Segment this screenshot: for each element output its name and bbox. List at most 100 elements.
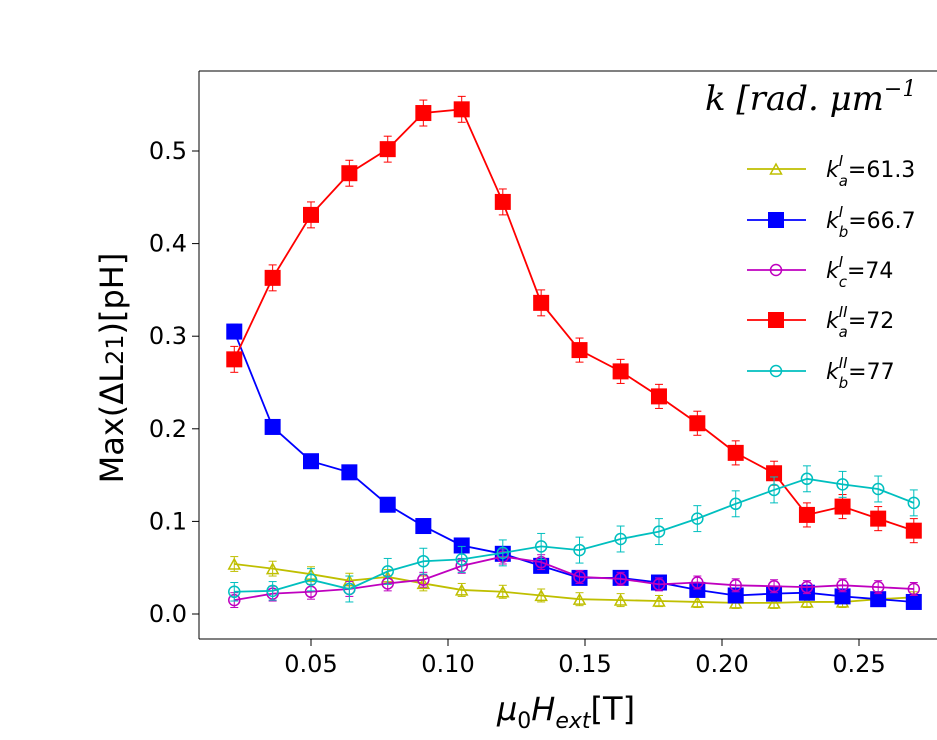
y-tick-label: 0.1 (149, 507, 187, 535)
data-point (266, 584, 279, 598)
data-point (907, 496, 921, 510)
data-point (834, 498, 851, 515)
data-point (264, 418, 281, 435)
y-tick-label: 0.5 (149, 137, 187, 165)
data-point (800, 580, 814, 594)
data-point (652, 525, 666, 538)
data-point (534, 588, 548, 602)
data-point (226, 351, 243, 368)
data-point (652, 578, 666, 591)
data-point (871, 482, 885, 496)
data-point (264, 269, 281, 286)
data-point (613, 593, 628, 606)
legend-entry-1: kI b=66.7 (747, 203, 916, 241)
data-point (453, 101, 470, 118)
data-point (571, 342, 588, 359)
legend-label: kII b=77 (826, 354, 895, 392)
data-point (415, 518, 432, 535)
data-point (343, 582, 356, 596)
x-axis-title: μ0Hext[T] (496, 690, 635, 734)
series-line (233, 331, 914, 603)
data-point (265, 562, 280, 575)
data-point (800, 472, 814, 486)
data-point (727, 444, 744, 461)
legend-marker (769, 364, 783, 378)
data-point (573, 543, 586, 557)
series-4 (228, 465, 921, 603)
data-point (767, 579, 781, 593)
data-point (691, 576, 704, 589)
data-point (455, 553, 468, 566)
data-point (227, 557, 242, 570)
data-point (612, 363, 629, 380)
data-point (341, 464, 358, 481)
data-point (496, 585, 510, 598)
data-point (226, 323, 243, 340)
data-point (871, 580, 885, 594)
data-point (534, 540, 548, 553)
y-tick-label: 0.4 (149, 230, 187, 258)
data-point (767, 596, 781, 609)
data-point (690, 595, 705, 608)
legend-label: kI a=61.3 (826, 152, 915, 190)
data-point (303, 453, 319, 470)
legend-label: kI b=66.7 (826, 203, 916, 241)
legend-label: kII a=72 (826, 303, 894, 341)
data-point (496, 546, 510, 560)
data-point (907, 582, 921, 596)
data-point (689, 415, 706, 432)
data-point (304, 573, 318, 586)
data-point (870, 510, 887, 527)
series-line (233, 108, 915, 532)
data-point (905, 593, 922, 610)
legend-marker (768, 312, 784, 328)
legend-marker (768, 212, 784, 228)
data-point (729, 497, 742, 511)
data-point (341, 165, 358, 182)
data-point (836, 579, 849, 592)
data-point (379, 496, 396, 513)
x-tick-label: 0.15 (558, 650, 611, 678)
x-tick-label: 0.25 (832, 650, 885, 678)
data-point (798, 506, 815, 523)
legend: k [rad. μm−1 kI a=61.3 kI b=66.7 kI c=74 kII a=… (705, 77, 916, 392)
legend-entry-2: kI c=74 (747, 253, 893, 291)
data-point (767, 483, 781, 497)
y-tick-label: 0.0 (149, 600, 187, 628)
y-axis-title: Max(ΔL21)[pH] (93, 253, 131, 484)
plot-data-layer (226, 95, 922, 610)
data-point (650, 388, 667, 405)
data-point (729, 579, 742, 592)
legend-entry-3: kII a=72 (747, 303, 894, 341)
y-tick-label: 0.2 (149, 415, 187, 443)
data-point (905, 522, 922, 539)
data-point (381, 565, 394, 578)
data-point (836, 478, 849, 491)
x-tick-label: 0.10 (421, 650, 474, 678)
x-axis-ticks: 0.05 0.10 0.15 0.20 0.25 (284, 639, 886, 678)
data-point (454, 583, 469, 596)
y-tick-label: 0.3 (149, 322, 187, 350)
series-3 (226, 95, 922, 544)
legend-entry-4: kII b=77 (747, 354, 895, 392)
legend-label: kI c=74 (826, 253, 893, 291)
series-1 (226, 323, 922, 610)
legend-marker (769, 263, 783, 277)
data-point (572, 592, 587, 605)
data-point (379, 141, 396, 158)
data-point (573, 570, 586, 584)
data-point (228, 585, 241, 599)
data-point (417, 554, 430, 568)
data-point (416, 576, 431, 590)
y-axis-ticks: 0.0 0.1 0.2 0.3 0.4 0.5 (149, 137, 199, 628)
data-point (303, 206, 319, 223)
data-point (691, 512, 704, 525)
plot-frame (198, 70, 937, 640)
data-point (800, 595, 814, 608)
data-point (652, 594, 666, 607)
legend-marker (769, 162, 783, 175)
data-point (614, 532, 627, 546)
x-tick-label: 0.20 (695, 650, 748, 678)
data-point (533, 294, 550, 311)
